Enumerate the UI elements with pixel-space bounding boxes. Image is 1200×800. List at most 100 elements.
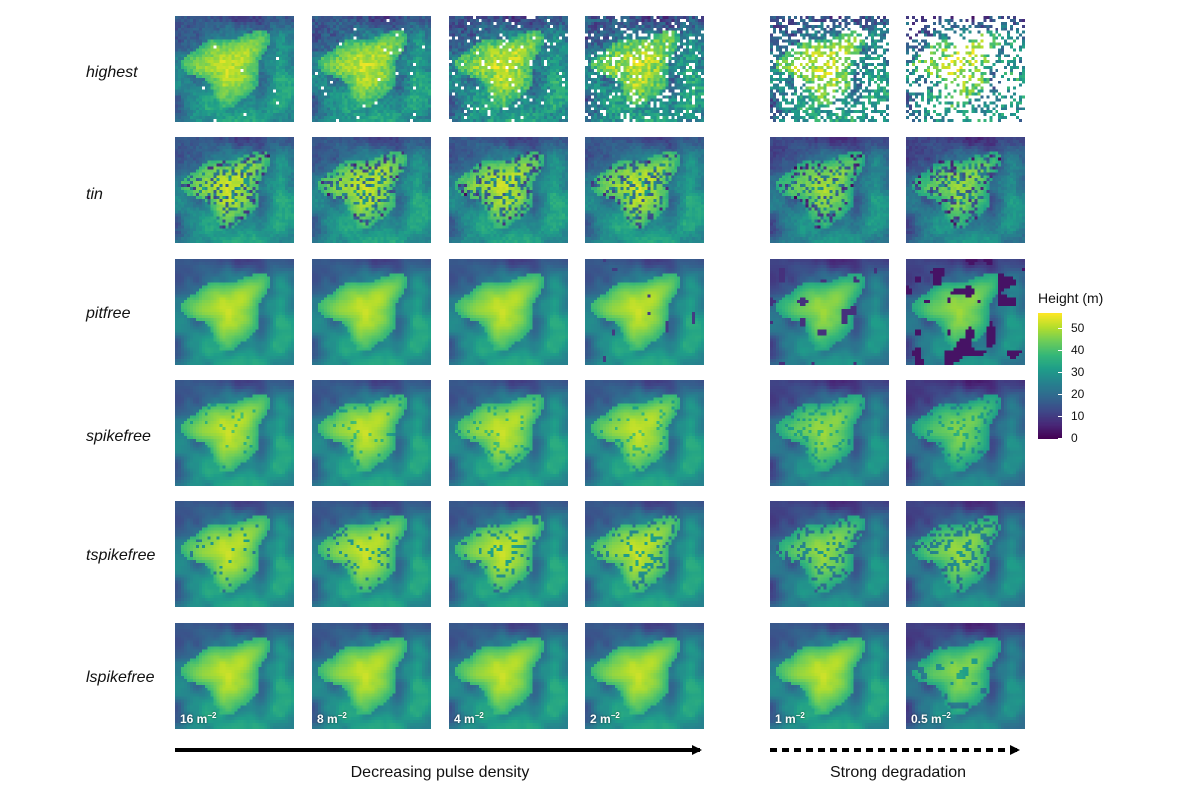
legend-tick-label-0: 0 (1071, 431, 1078, 445)
chm-raster (770, 259, 889, 365)
chm-tile-lspikefree-4: 1 m−2 (770, 623, 889, 729)
chm-raster (449, 623, 568, 729)
legend-tick-mark (1058, 438, 1062, 439)
density-exponent: −2 (610, 711, 620, 720)
chm-raster (770, 16, 889, 122)
density-value: 16 m (180, 712, 208, 726)
chm-raster (585, 16, 704, 122)
chm-tile-tin-2 (449, 137, 568, 243)
chm-raster (770, 501, 889, 607)
chm-raster (175, 16, 294, 122)
chm-raster (906, 259, 1025, 365)
density-value: 2 m (590, 712, 611, 726)
chm-raster (312, 623, 431, 729)
strong-degradation-label: Strong degradation (829, 764, 967, 781)
chm-tile-tspikefree-1 (312, 501, 431, 607)
colorbar (1038, 313, 1062, 439)
density-value: 4 m (454, 712, 475, 726)
chm-tile-highest-1 (312, 16, 431, 122)
chm-raster (906, 501, 1025, 607)
chm-tile-highest-3 (585, 16, 704, 122)
density-label: 8 m−2 (317, 711, 347, 726)
legend-tick-mark (1058, 328, 1062, 330)
decreasing-density-label: Decreasing pulse density (350, 764, 530, 781)
chm-raster (312, 137, 431, 243)
chm-tile-lspikefree-5: 0.5 m−2 (906, 623, 1025, 729)
chm-tile-spikefree-4 (770, 380, 889, 486)
row-label-spikefree: spikefree (86, 428, 151, 445)
chm-tile-tin-0 (175, 137, 294, 243)
chm-raster (312, 380, 431, 486)
chm-tile-pitfree-1 (312, 259, 431, 365)
chm-raster (770, 137, 889, 243)
chm-raster (175, 259, 294, 365)
row-label-tspikefree: tspikefree (86, 547, 156, 564)
chm-raster (585, 623, 704, 729)
chm-raster (585, 259, 704, 365)
chm-raster (175, 137, 294, 243)
chm-raster (312, 16, 431, 122)
density-label: 0.5 m−2 (911, 711, 951, 726)
chm-tile-pitfree-0 (175, 259, 294, 365)
chm-tile-pitfree-2 (449, 259, 568, 365)
chm-tile-highest-5 (906, 16, 1025, 122)
chm-tile-lspikefree-2: 4 m−2 (449, 623, 568, 729)
chm-tile-spikefree-2 (449, 380, 568, 486)
density-label: 4 m−2 (454, 711, 484, 726)
legend-tick-label-50: 50 (1071, 321, 1085, 336)
legend-tick-label-40: 40 (1071, 343, 1085, 358)
chm-raster (906, 380, 1025, 486)
row-label-highest: highest (86, 64, 138, 81)
chm-tile-tin-1 (312, 137, 431, 243)
chm-tile-tin-4 (770, 137, 889, 243)
chm-tile-spikefree-3 (585, 380, 704, 486)
chm-tile-tspikefree-5 (906, 501, 1025, 607)
density-exponent: −2 (795, 711, 805, 720)
chm-raster (770, 380, 889, 486)
legend-tick-label-20: 20 (1071, 387, 1085, 402)
chm-tile-lspikefree-0: 16 m−2 (175, 623, 294, 729)
chm-raster (175, 623, 294, 729)
legend-tick-mark (1058, 416, 1062, 418)
density-label: 1 m−2 (775, 711, 805, 726)
chm-tile-spikefree-1 (312, 380, 431, 486)
chm-tile-lspikefree-1: 8 m−2 (312, 623, 431, 729)
row-label-tin: tin (86, 186, 103, 203)
density-exponent: −2 (337, 711, 347, 720)
legend-tick-mark (1058, 394, 1062, 396)
density-exponent: −2 (941, 711, 951, 720)
legend-title: Height (m) (1038, 290, 1104, 306)
chm-raster (175, 501, 294, 607)
legend-tick-label-30: 30 (1071, 365, 1085, 380)
chm-raster (585, 137, 704, 243)
chm-raster (770, 623, 889, 729)
chm-tile-lspikefree-3: 2 m−2 (585, 623, 704, 729)
chm-tile-pitfree-3 (585, 259, 704, 365)
chm-raster (449, 380, 568, 486)
density-value: 8 m (317, 712, 338, 726)
chm-tile-highest-0 (175, 16, 294, 122)
legend-tick-mark (1058, 350, 1062, 352)
chm-raster (906, 623, 1025, 729)
chm-tile-tspikefree-4 (770, 501, 889, 607)
row-label-lspikefree: lspikefree (86, 669, 155, 686)
chm-tile-spikefree-0 (175, 380, 294, 486)
density-value: 0.5 m (911, 712, 942, 726)
density-label: 2 m−2 (590, 711, 620, 726)
chm-raster (449, 501, 568, 607)
chm-tile-highest-4 (770, 16, 889, 122)
chm-raster (312, 501, 431, 607)
density-exponent: −2 (207, 711, 217, 720)
density-label: 16 m−2 (180, 711, 216, 726)
chm-tile-tspikefree-2 (449, 501, 568, 607)
density-value: 1 m (775, 712, 796, 726)
chm-raster (585, 380, 704, 486)
chm-raster (906, 16, 1025, 122)
legend-tick-label-10: 10 (1071, 409, 1085, 424)
chm-raster (312, 259, 431, 365)
chm-raster (175, 380, 294, 486)
chm-raster (449, 16, 568, 122)
chm-tile-tspikefree-0 (175, 501, 294, 607)
chm-tile-tin-5 (906, 137, 1025, 243)
chm-tile-pitfree-5 (906, 259, 1025, 365)
